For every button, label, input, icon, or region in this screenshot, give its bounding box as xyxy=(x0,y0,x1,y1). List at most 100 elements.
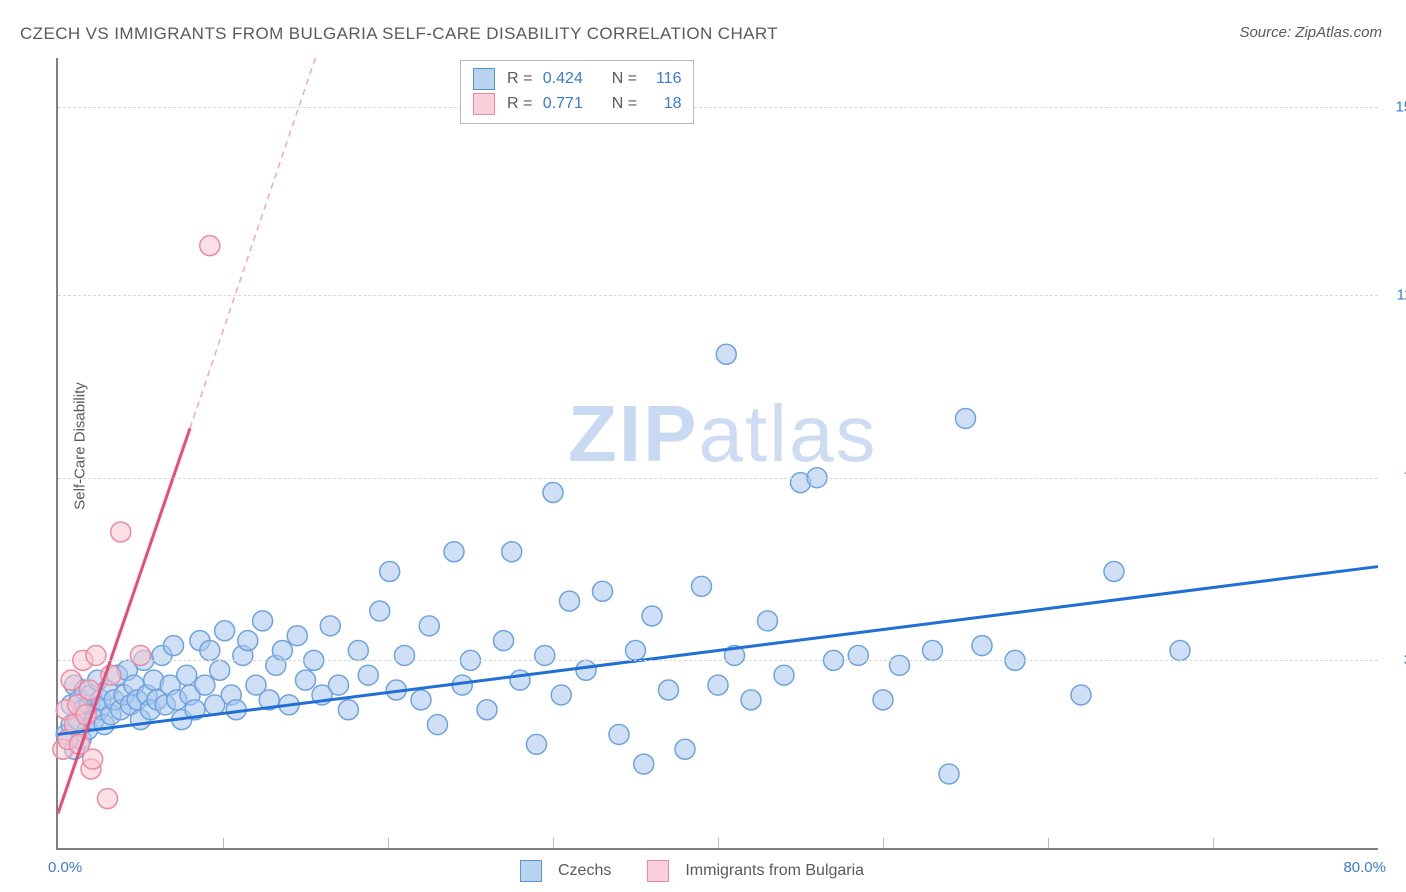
czech-point xyxy=(659,680,679,700)
czech-point xyxy=(238,631,258,651)
legend-r-key: R = xyxy=(507,67,537,92)
x-tick-max: 80.0% xyxy=(1343,859,1386,876)
czech-point xyxy=(560,591,580,611)
legend-swatch xyxy=(647,860,669,882)
bulgaria-point xyxy=(131,645,151,665)
czech-point xyxy=(177,665,197,685)
grid-line-v xyxy=(1048,838,1049,848)
czech-point xyxy=(395,645,415,665)
czech-point xyxy=(419,616,439,636)
grid-line-v xyxy=(223,838,224,848)
czech-point xyxy=(296,670,316,690)
y-tick-label: 15.0% xyxy=(1383,99,1406,116)
stats-legend: R = 0.424 N = 116R = 0.771 N = 18 xyxy=(460,60,694,124)
bulgaria-point xyxy=(111,522,131,542)
czech-point xyxy=(972,636,992,656)
y-tick-label: 7.5% xyxy=(1383,469,1406,486)
czech-point xyxy=(1071,685,1091,705)
czech-point xyxy=(774,665,794,685)
grid-line-v xyxy=(718,838,719,848)
czech-point xyxy=(502,542,522,562)
czech-point xyxy=(370,601,390,621)
legend-swatch xyxy=(473,93,495,115)
scatter-svg xyxy=(58,58,1378,848)
czech-point xyxy=(510,670,530,690)
czech-point xyxy=(741,690,761,710)
y-tick-label: 11.2% xyxy=(1383,287,1406,304)
czech-point xyxy=(1170,641,1190,661)
legend-r-value: 0.771 xyxy=(543,92,597,117)
legend-n-key: N = xyxy=(603,92,642,117)
legend-series-label: Immigrants from Bulgaria xyxy=(685,862,864,880)
legend-swatch xyxy=(473,68,495,90)
grid-line-h xyxy=(58,295,1378,296)
czech-point xyxy=(551,685,571,705)
czech-point xyxy=(535,645,555,665)
stats-legend-row: R = 0.424 N = 116 xyxy=(473,67,681,92)
plot-area: ZIPatlas 0.0% 80.0% 3.8%7.5%11.2%15.0% xyxy=(56,58,1378,850)
bulgaria-point xyxy=(200,236,220,256)
legend-series-label: Czechs xyxy=(558,862,611,880)
bulgaria-point xyxy=(83,749,103,769)
czech-point xyxy=(287,626,307,646)
czech-point xyxy=(428,715,448,735)
czech-point xyxy=(634,754,654,774)
stats-legend-row: R = 0.771 N = 18 xyxy=(473,92,681,117)
legend-r-value: 0.424 xyxy=(543,67,597,92)
legend-n-value: 116 xyxy=(647,67,681,92)
czech-point xyxy=(848,645,868,665)
czech-point xyxy=(716,344,736,364)
czech-point xyxy=(210,660,230,680)
bulgaria-point xyxy=(86,645,106,665)
czech-point xyxy=(708,675,728,695)
czech-point xyxy=(338,700,358,720)
czech-point xyxy=(543,483,563,503)
czech-point xyxy=(626,641,646,661)
czech-point xyxy=(675,739,695,759)
czech-point xyxy=(494,631,514,651)
czech-point xyxy=(215,621,235,641)
series-legend: Czechs Immigrants from Bulgaria xyxy=(520,860,890,882)
chart-title: CZECH VS IMMIGRANTS FROM BULGARIA SELF-C… xyxy=(20,24,778,44)
czech-point xyxy=(477,700,497,720)
bulgaria-point xyxy=(61,670,81,690)
grid-line-v xyxy=(553,838,554,848)
legend-swatch xyxy=(520,860,542,882)
bulgaria-point xyxy=(98,789,118,809)
czech-point xyxy=(200,641,220,661)
czech-point xyxy=(195,675,215,695)
legend-n-key: N = xyxy=(603,67,642,92)
czech-point xyxy=(272,641,292,661)
czech-point xyxy=(348,641,368,661)
czech-point xyxy=(320,616,340,636)
legend-n-value: 18 xyxy=(647,92,681,117)
grid-line-h xyxy=(58,478,1378,479)
x-tick-min: 0.0% xyxy=(48,859,82,876)
czech-point xyxy=(890,655,910,675)
czech-point xyxy=(758,611,778,631)
czech-point xyxy=(923,641,943,661)
y-tick-label: 3.8% xyxy=(1383,652,1406,669)
grid-line-v xyxy=(1213,838,1214,848)
czech-point xyxy=(956,408,976,428)
source-label: Source: ZipAtlas.com xyxy=(1239,24,1382,41)
czech-point xyxy=(164,636,184,656)
czech-point xyxy=(329,675,349,695)
czech-point xyxy=(576,660,596,680)
czech-point xyxy=(380,562,400,582)
czech-point xyxy=(939,764,959,784)
czech-point xyxy=(873,690,893,710)
czech-point xyxy=(411,690,431,710)
czech-point xyxy=(444,542,464,562)
czech-point xyxy=(527,734,547,754)
czech-point xyxy=(692,576,712,596)
czech-point xyxy=(609,724,629,744)
grid-line-h xyxy=(58,660,1378,661)
czech-point xyxy=(358,665,378,685)
czech-point xyxy=(1104,562,1124,582)
czech-point xyxy=(593,581,613,601)
czech-point xyxy=(642,606,662,626)
legend-r-key: R = xyxy=(507,92,537,117)
grid-line-v xyxy=(883,838,884,848)
czech-point xyxy=(253,611,273,631)
